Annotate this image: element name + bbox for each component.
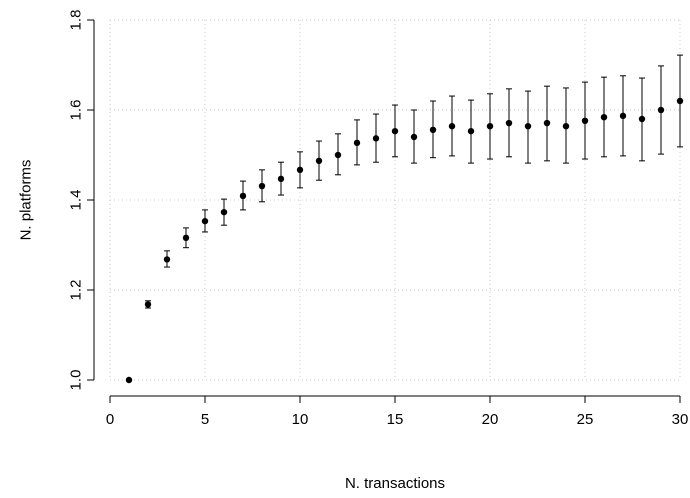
data-point-14 xyxy=(372,135,380,142)
y-tick-label-0: 1.0 xyxy=(68,370,85,391)
data-point-4 xyxy=(182,234,190,241)
data-point-16 xyxy=(410,133,418,141)
data-point-25 xyxy=(581,117,589,125)
data-point-10 xyxy=(296,166,304,174)
y-tick-label-2: 1.4 xyxy=(68,190,85,211)
data-point-20 xyxy=(486,123,494,130)
axes xyxy=(93,20,680,397)
data-point-27 xyxy=(619,112,627,120)
data-point-2 xyxy=(144,301,152,308)
data-point-21 xyxy=(505,119,513,127)
data-point-30 xyxy=(676,97,684,105)
x-tick-label-0: 0 xyxy=(106,411,114,428)
data-point-8 xyxy=(258,182,266,190)
x-tick-label-3: 15 xyxy=(387,411,404,428)
data-point-23 xyxy=(543,119,551,127)
data-point-18 xyxy=(448,123,456,130)
y-tick-label-4: 1.8 xyxy=(68,10,85,31)
y-tick-label-3: 1.6 xyxy=(68,100,85,121)
x-tick-label-5: 25 xyxy=(577,411,594,428)
data-point-28 xyxy=(638,115,646,123)
data-point-3 xyxy=(163,256,171,263)
grid xyxy=(109,19,681,381)
data-point-15 xyxy=(391,127,399,135)
data-point-5 xyxy=(201,217,209,225)
error-bars xyxy=(145,54,683,309)
data-point-13 xyxy=(353,139,361,147)
x-tick-label-1: 5 xyxy=(201,411,209,428)
y-ticks: 1.0 1.2 1.4 1.6 1.8 xyxy=(68,10,94,391)
data-point-1 xyxy=(125,376,133,384)
x-ticks: 0 5 10 15 20 25 30 xyxy=(106,396,689,428)
data-point-26 xyxy=(600,114,608,121)
data-point-6 xyxy=(220,208,228,216)
data-point-9 xyxy=(277,175,285,183)
x-tick-label-4: 20 xyxy=(482,411,499,428)
data-point-29 xyxy=(657,106,665,114)
data-point-22 xyxy=(524,123,532,130)
data-point-17 xyxy=(429,126,437,133)
data-point-24 xyxy=(562,123,570,130)
data-point-7 xyxy=(239,192,247,200)
data-point-11 xyxy=(315,157,323,165)
y-axis-title: N. platforms xyxy=(18,160,35,241)
data-point-19 xyxy=(467,127,475,135)
data-points xyxy=(125,97,684,384)
y-tick-label-1: 1.2 xyxy=(68,280,85,301)
x-tick-label-2: 10 xyxy=(292,411,309,428)
x-axis-title: N. transactions xyxy=(345,475,445,492)
data-point-12 xyxy=(334,151,342,159)
x-tick-label-6: 30 xyxy=(672,411,689,428)
